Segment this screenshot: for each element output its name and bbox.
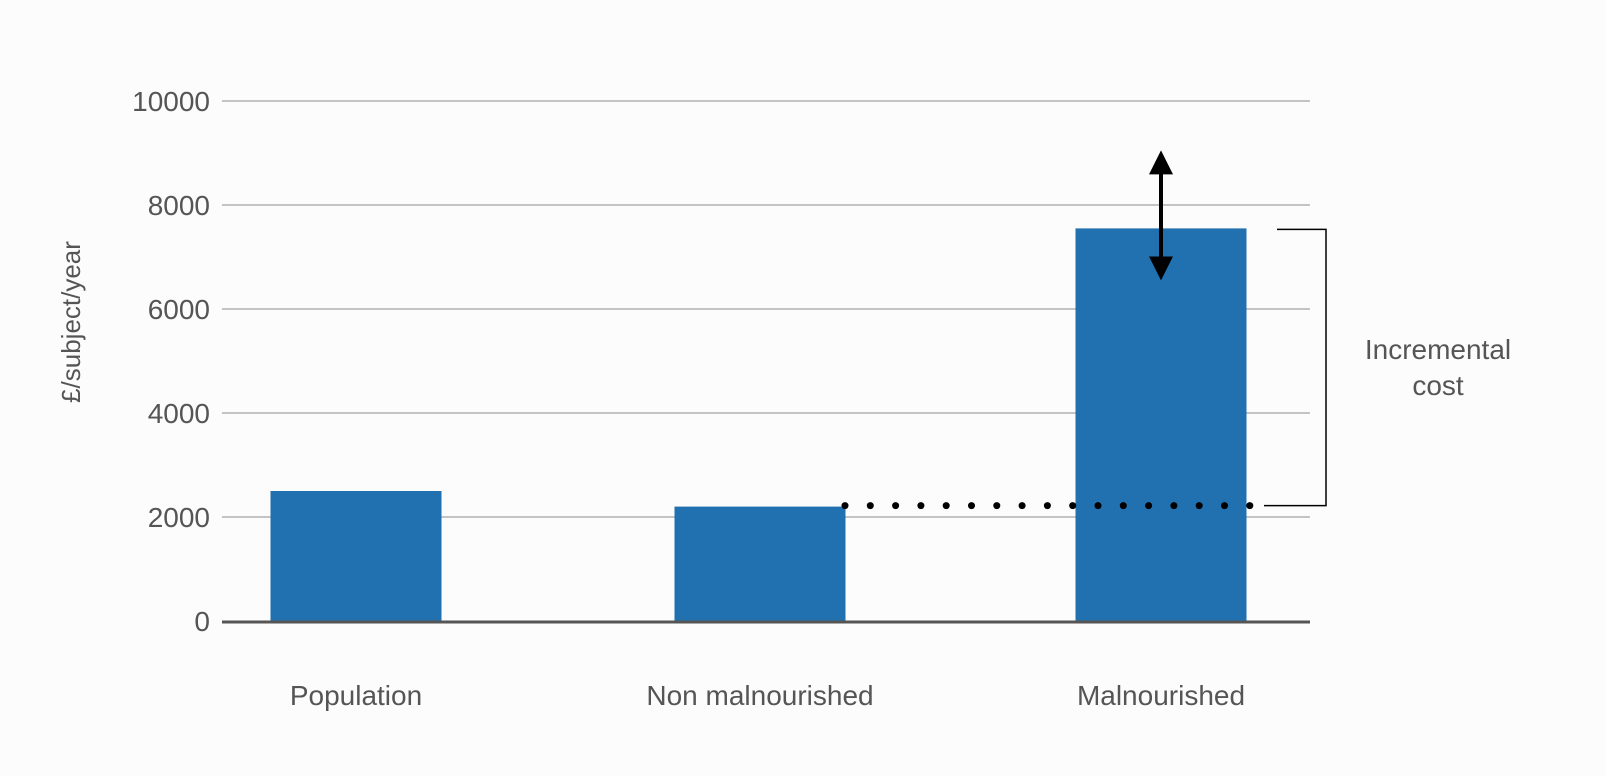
bar-population: [270, 491, 442, 621]
y-tick-label: 4000: [148, 398, 210, 429]
y-tick-label: 8000: [148, 190, 210, 221]
y-tick-label: 0: [194, 606, 210, 637]
dotted-line-dot: [892, 502, 900, 510]
dotted-line-dot: [1043, 502, 1051, 510]
x-tick-label: Non malnourished: [646, 680, 873, 711]
dotted-line-dot: [1221, 502, 1228, 510]
dotted-line-dot: [1119, 502, 1127, 510]
x-tick-label: Population: [290, 680, 422, 711]
bars: [270, 228, 1247, 621]
axes: 0 2000 4000 6000 8000 10000 Population Non maln…: [132, 86, 1310, 711]
bar-non-malnourished: [674, 506, 846, 621]
x-tick-label: Malnourished: [1077, 680, 1245, 711]
dotted-line-dot: [942, 502, 950, 510]
y-tick-label: 2000: [148, 502, 210, 533]
bar-malnourished: [1075, 228, 1247, 621]
y-tick-label: 6000: [148, 294, 210, 325]
dotted-line-dot: [1069, 502, 1077, 510]
incremental-cost-label-line1: Incremental: [1365, 334, 1511, 365]
dotted-line-dot: [1195, 502, 1203, 510]
incremental-cost-bracket: [1264, 228, 1327, 507]
dotted-line-dot: [866, 502, 874, 510]
dotted-line-dot: [917, 502, 925, 510]
dotted-line-dot: [1094, 502, 1102, 510]
annotations: [841, 150, 1327, 510]
dotted-line-dot: [1170, 502, 1178, 510]
dotted-line-dot: [841, 502, 849, 510]
dotted-line-dot: [1145, 502, 1153, 510]
y-axis-title: £/subject/year: [56, 241, 86, 403]
incremental-cost-label-line2: cost: [1412, 370, 1464, 401]
dotted-line-dot: [968, 502, 975, 510]
dotted-line-dot: [1018, 502, 1026, 510]
dotted-line-dot: [1246, 502, 1254, 510]
dotted-line-dot: [993, 502, 1001, 510]
y-tick-label: 10000: [132, 86, 210, 117]
